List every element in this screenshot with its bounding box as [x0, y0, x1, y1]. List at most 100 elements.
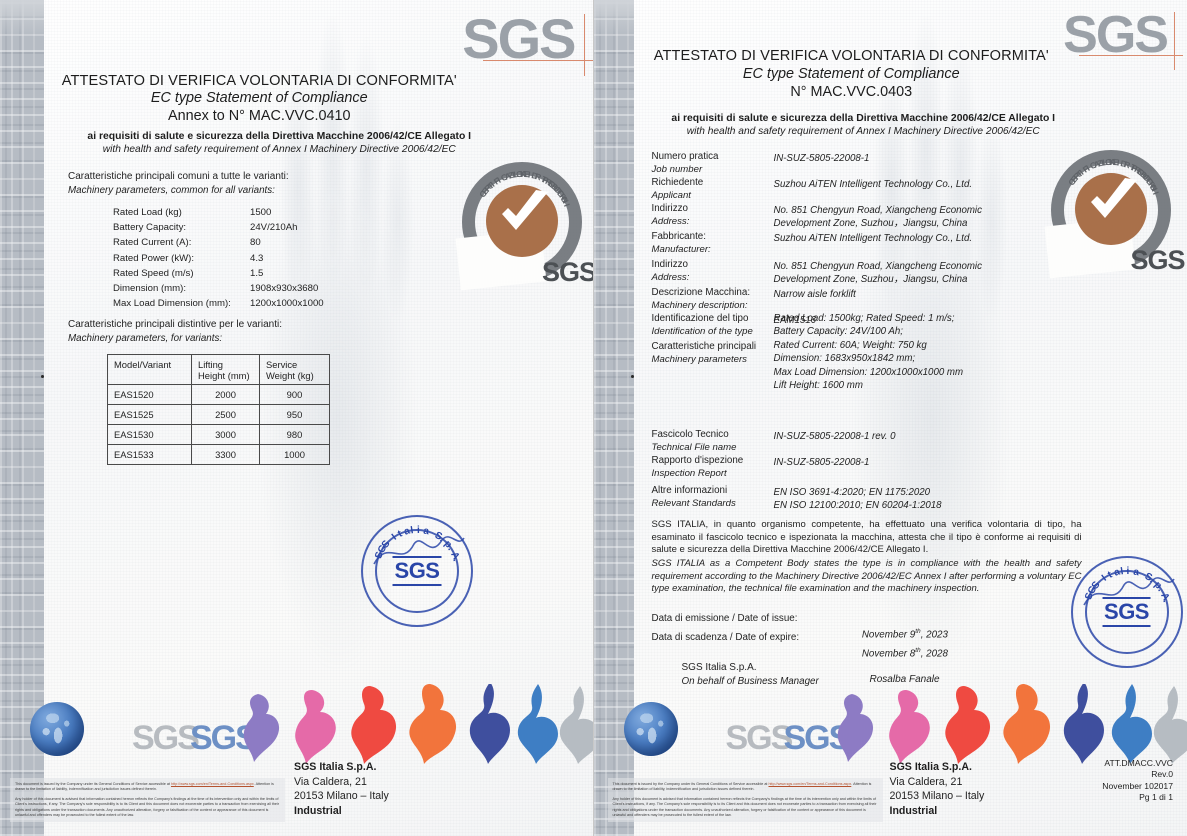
table-header-cell: Lifting Height (mm)	[191, 354, 260, 385]
cell-lifting-height: 2000	[191, 384, 260, 405]
decorative-edge-strip	[593, 0, 634, 836]
bird-icon-silver	[559, 686, 593, 764]
common-heading-en: Machinery parameters, common for all var…	[68, 185, 275, 196]
statement-en: SGS ITALIA as a Competent Body states th…	[651, 558, 1082, 595]
badge-sgs-text: SGS	[541, 257, 594, 287]
parameter-value: 1908x930x3680	[250, 282, 319, 294]
field-label-en: Machinery parameters	[651, 354, 747, 365]
table-header-cell: Model/Variant	[107, 354, 192, 385]
certificate-page-left: SGS ATTESTATO DI VERIFICA VOLONTARIA DI …	[0, 0, 594, 836]
footer-division: Industrial	[889, 804, 938, 817]
field-label-it: Identificazione del tipo	[651, 313, 749, 324]
parameter-value: 4.3	[250, 252, 264, 264]
parameter-label: Rated Power (kW):	[113, 252, 195, 264]
fineprint-p1b: . Attention is drawn to the limitation o…	[612, 781, 872, 791]
bird-icon-red	[351, 686, 397, 764]
globe-icon	[30, 702, 84, 756]
footer-city: 20153 Milano – Italy	[294, 790, 389, 803]
bird-icon-navy	[469, 684, 510, 764]
field-label-en: Identification of the type	[651, 326, 753, 337]
field-label-it: Descrizione Macchina:	[651, 287, 751, 298]
fineprint-p2: Any holder of this document is advised t…	[612, 797, 877, 817]
field-label-en: Applicant	[651, 190, 691, 201]
parameter-value: 24V/210Ah	[250, 222, 298, 234]
bird-icon-red	[944, 686, 990, 764]
cell-service-weight: 1000	[259, 444, 330, 465]
variant-heading-en: Machinery parameters, for variants:	[68, 333, 223, 344]
band-sgs-word-1: SGS	[132, 719, 200, 757]
doc-page: Pg 1 di 1	[1139, 792, 1173, 803]
terms-link[interactable]: http://www.sgs.com/en/Terms-and-Conditio…	[170, 781, 254, 786]
field-label-it: Numero pratica	[651, 151, 719, 162]
parameter-label: Rated Load (kg)	[113, 207, 182, 218]
checkmark-icon	[1090, 178, 1137, 218]
parameter-value: 1200x1000x1000	[250, 298, 324, 310]
annex-number: Annex to N° MAC.VVC.0410	[167, 108, 351, 124]
parameter-value: 1500	[250, 207, 272, 218]
decorative-edge-strip	[0, 0, 44, 836]
parameter-label: Rated Speed (m/s)	[113, 267, 194, 279]
field-label-en: Technical File name	[651, 442, 737, 453]
field-label-en: Relevant Standards	[651, 498, 736, 509]
terms-link[interactable]: http://www.sgs.com/en/Terms-and-Conditio…	[768, 781, 852, 786]
footer-city: 20153 Milano – Italy	[889, 790, 985, 803]
field-label-en: Manufacturer:	[651, 244, 711, 255]
globe-icon	[623, 702, 678, 756]
fineprint-p1a: This document is issued by the Company u…	[612, 781, 769, 786]
field-value: No. 851 Chengyun Road, Xiangcheng Econom…	[773, 261, 982, 286]
field-label-en: Job number	[651, 164, 703, 175]
footer-address-left: SGS Italia S.p.A. Via Caldera, 21 20153 …	[294, 760, 389, 818]
common-heading-it: Caratteristiche principali comuni a tutt…	[68, 171, 289, 182]
signer-name: Rosalba Fanale	[869, 674, 940, 685]
bird-icon-orange	[1002, 684, 1050, 764]
field-value: EAM1516	[773, 315, 817, 326]
requirement-line-en: with health and safety requirement of An…	[102, 144, 456, 155]
cell-lifting-height: 2500	[191, 404, 260, 425]
requirement-line-it: ai requisiti di salute e sicurezza della…	[87, 131, 472, 142]
sgs-logo: SGS	[1063, 9, 1183, 70]
edge-marker-dot	[41, 375, 44, 378]
issue-date-label: Data di emissione / Date of issue:	[651, 613, 798, 624]
variant-heading-it: Caratteristiche principali distintive pe…	[68, 319, 282, 330]
table-header-row: Model/Variant Lifting Height (mm) Service We…	[107, 354, 330, 385]
table-header-cell: Service Weight (kg)	[259, 354, 330, 385]
band-sgs-word-1: SGS	[725, 719, 794, 757]
cell-lifting-height: 3000	[191, 424, 260, 445]
statement-it: SGS ITALIA, in quanto organismo competen…	[651, 519, 1082, 556]
field-label-en: Inspection Report	[651, 468, 727, 479]
field-label-it: Caratteristiche principali	[651, 341, 757, 352]
stamp-center-text: SGS	[1102, 597, 1151, 627]
fineprint-p1b: . Attention is drawn to the limitation o…	[15, 781, 274, 791]
footer-fineprint-left: This document is issued by the Company u…	[10, 777, 285, 822]
field-value: EN ISO 3691-4:2020; EN 1175:2020 EN ISO 1…	[773, 487, 942, 512]
field-label-it: Rapporto d'ispezione	[651, 455, 744, 466]
field-label-it: Fabbricante:	[651, 231, 706, 242]
signer-role: On behalf of Business Manager	[681, 676, 819, 687]
field-label-it: Indirizzo	[651, 203, 688, 214]
parameter-label: Max Load Dimension (mm):	[113, 298, 231, 310]
sgs-bird-decoration-band: SGS SGS	[0, 684, 593, 772]
field-label-it: Indirizzo	[651, 259, 688, 270]
fineprint-p1a: This document is issued by the Company u…	[15, 781, 171, 786]
footer-street: Via Caldera, 21	[294, 775, 367, 788]
requirement-line-en: with health and safety requirement of An…	[686, 126, 1040, 137]
stamp-center-text: SGS	[392, 556, 442, 586]
doc-code: ATT.DMACC.VVC	[1104, 757, 1173, 768]
checkmark-icon	[502, 190, 548, 230]
expire-date-label: Data di scadenza / Date of expire:	[651, 632, 800, 643]
parameter-label: Battery Capacity:	[113, 222, 187, 234]
signer-company: SGS Italia S.p.A.	[681, 662, 757, 673]
parameter-value: 1.5	[250, 267, 264, 279]
field-label-it: Altre informazioni	[651, 485, 728, 496]
field-value: Rated Load: 1500kg; Rated Speed: 1 m/s; B…	[773, 313, 964, 392]
bird-icon-blue	[517, 684, 558, 764]
field-label-it: Richiedente	[651, 177, 704, 188]
bird-icon-blue	[1111, 684, 1152, 764]
field-value: IN-SUZ-5805-22008-1 rev. 0	[773, 431, 896, 442]
bird-icon-orange	[409, 684, 457, 764]
bird-icon-violet	[243, 694, 280, 762]
